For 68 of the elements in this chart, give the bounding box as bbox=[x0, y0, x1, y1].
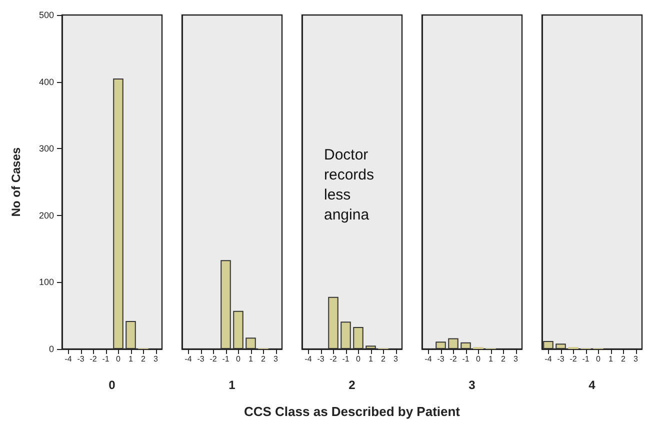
x-tick-label: 2 bbox=[621, 354, 626, 364]
x-tick-label: 1 bbox=[368, 354, 374, 364]
x-tick-label: -4 bbox=[424, 354, 432, 364]
x-tick-label: -1 bbox=[102, 354, 110, 364]
bar bbox=[126, 320, 136, 349]
bar bbox=[246, 338, 256, 349]
x-tick-label: 0 bbox=[116, 354, 122, 364]
x-tick-label: -2 bbox=[330, 354, 338, 364]
x-tick-label: 0 bbox=[356, 354, 362, 364]
x-tick-label: 3 bbox=[514, 354, 519, 364]
x-axis-title: 3 bbox=[468, 378, 476, 392]
bar bbox=[220, 260, 231, 349]
bar bbox=[460, 342, 471, 349]
x-tick-label: -3 bbox=[557, 354, 565, 364]
y-tick-label: 400 bbox=[38, 76, 54, 87]
y-axis-title: No of Cases bbox=[9, 147, 23, 217]
x-tick-label: -1 bbox=[462, 354, 470, 364]
bar bbox=[366, 346, 376, 349]
bar bbox=[113, 78, 124, 349]
y-tick-label: 500 bbox=[38, 10, 54, 20]
x-tick-label: -1 bbox=[342, 354, 350, 364]
x-tick-label: 2 bbox=[381, 354, 386, 364]
x-axis-title: 2 bbox=[348, 378, 356, 392]
x-tick-label: 1 bbox=[248, 354, 254, 364]
x-tick-label: -2 bbox=[570, 354, 578, 364]
x-tick-label: -4 bbox=[64, 354, 72, 364]
bar bbox=[353, 326, 364, 349]
x-tick-label: -1 bbox=[582, 354, 590, 364]
bar bbox=[328, 296, 338, 349]
x-tick-label: 1 bbox=[128, 354, 134, 364]
x-tick-label: -3 bbox=[437, 354, 445, 364]
x-axis-title: 1 bbox=[228, 378, 236, 392]
bar bbox=[340, 322, 351, 349]
x-tick-label: 1 bbox=[488, 354, 494, 364]
bar bbox=[233, 310, 244, 349]
x-tick-label: -4 bbox=[184, 354, 192, 364]
x-tick-label: -4 bbox=[304, 354, 312, 364]
x-tick-label: 0 bbox=[476, 354, 482, 364]
x-tick-label: 2 bbox=[261, 354, 266, 364]
x-tick-label: 2 bbox=[141, 354, 146, 364]
x-tick-label: 0 bbox=[596, 354, 602, 364]
bar bbox=[556, 344, 566, 349]
x-tick-label: -3 bbox=[317, 354, 325, 364]
x-axis-title: 0 bbox=[108, 378, 116, 392]
x-tick-label: 3 bbox=[274, 354, 279, 364]
x-tick-label: -1 bbox=[222, 354, 230, 364]
x-tick-label: -2 bbox=[450, 354, 458, 364]
y-tick-label: 0 bbox=[48, 344, 54, 354]
x-tick-label: -4 bbox=[544, 354, 552, 364]
y-tick-label: 100 bbox=[38, 277, 54, 288]
x-tick-label: 1 bbox=[608, 354, 614, 364]
x-tick-label: 3 bbox=[634, 354, 639, 364]
x-tick-label: -2 bbox=[90, 354, 98, 364]
x-tick-label: 3 bbox=[154, 354, 159, 364]
bar bbox=[543, 340, 554, 349]
annotation: Doctor records less angina bbox=[324, 146, 378, 224]
x-tick-label: 3 bbox=[394, 354, 399, 364]
y-tick-label: 300 bbox=[38, 144, 54, 154]
x-tick-label: -3 bbox=[197, 354, 205, 364]
y-tick-label: 200 bbox=[38, 210, 54, 220]
x-tick-label: 0 bbox=[236, 354, 242, 364]
x-tick-label: 2 bbox=[501, 354, 506, 364]
text: CCS Class as Described by Patient bbox=[242, 404, 462, 419]
bar bbox=[436, 342, 446, 349]
x-tick-label: -3 bbox=[77, 354, 85, 364]
x-tick-label: -2 bbox=[210, 354, 218, 364]
x-axis-title: 4 bbox=[588, 378, 596, 392]
bar bbox=[448, 338, 458, 349]
